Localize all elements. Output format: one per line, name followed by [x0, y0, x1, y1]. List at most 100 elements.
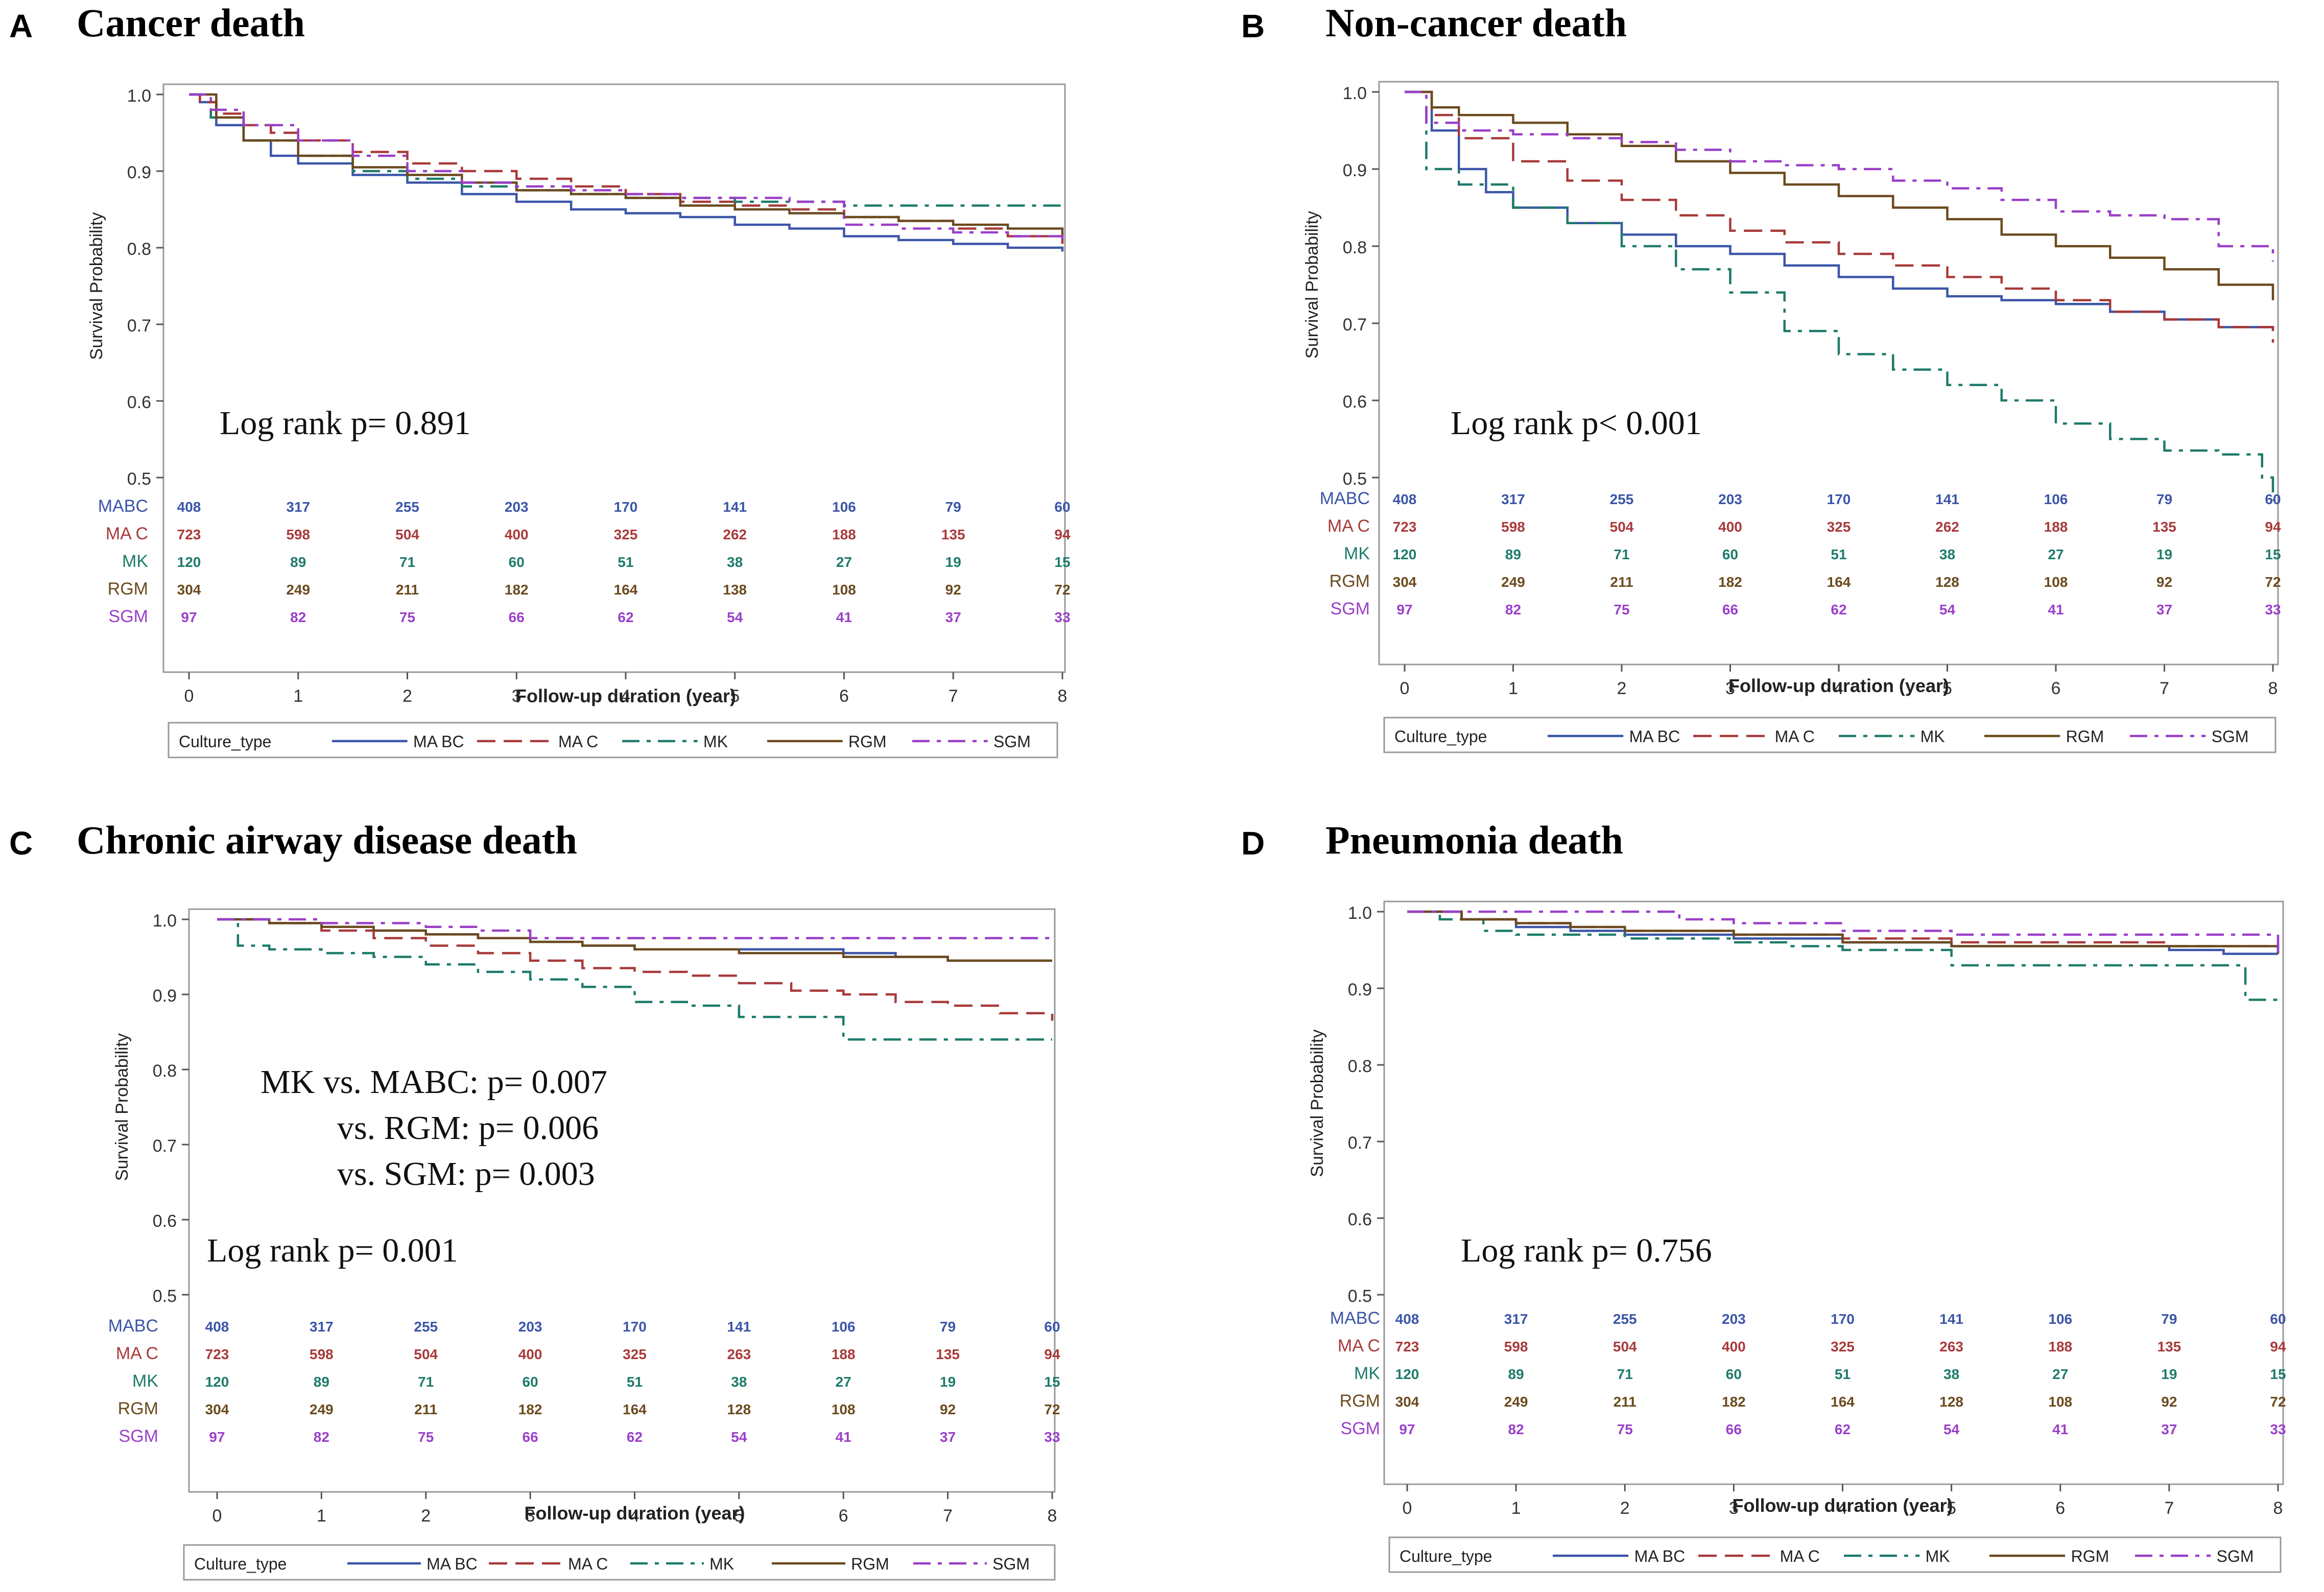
risk-count: 408 — [205, 1319, 229, 1335]
risk-count: 89 — [290, 554, 306, 570]
risk-row-label: MK — [122, 552, 148, 571]
risk-row-label: MABC — [98, 496, 148, 516]
y-tick-label: 1.0 — [1348, 904, 1372, 923]
risk-count: 135 — [2157, 1339, 2181, 1355]
risk-count: 38 — [1939, 546, 1955, 562]
y-tick-label: 0.9 — [127, 163, 151, 182]
risk-count: 141 — [1939, 1311, 1963, 1327]
risk-count: 38 — [731, 1374, 747, 1390]
risk-count: 66 — [509, 609, 525, 625]
risk-count: 400 — [1718, 519, 1742, 535]
risk-count: 54 — [1943, 1421, 1960, 1437]
legend-label: MA BC — [426, 1555, 478, 1573]
risk-count: 164 — [1831, 1394, 1855, 1410]
risk-count: 211 — [396, 582, 419, 598]
risk-count: 135 — [936, 1346, 960, 1362]
survival-curve-sgm — [1407, 910, 2280, 954]
y-tick-label: 0.6 — [1348, 1210, 1372, 1229]
y-tick-label: 0.8 — [153, 1061, 177, 1081]
risk-count: 188 — [832, 527, 856, 542]
survival-curve-mk — [1405, 90, 2274, 501]
y-tick-label: 0.7 — [153, 1136, 177, 1156]
x-tick-label: 6 — [839, 1506, 848, 1526]
risk-count: 723 — [205, 1346, 229, 1362]
risk-count: 504 — [414, 1346, 438, 1362]
risk-row-label: MABC — [1330, 1309, 1380, 1328]
x-tick-label: 4 — [630, 1506, 639, 1526]
x-tick-label: 5 — [730, 686, 740, 706]
risk-count: 182 — [1718, 574, 1742, 590]
x-tick-label: 6 — [839, 686, 849, 706]
km-plot: 0.5 0.6 0.7 0.8 0.9 1.0 Survival Probability 0 1… — [1302, 81, 2281, 753]
risk-count: 92 — [2161, 1394, 2177, 1410]
risk-count: 41 — [836, 1429, 851, 1445]
risk-count: 141 — [723, 499, 747, 515]
annotation-text: Log rank p< 0.001 — [1451, 405, 1702, 442]
legend-label: RGM — [2066, 727, 2104, 746]
risk-count: 203 — [505, 499, 529, 515]
risk-count: 249 — [1504, 1394, 1528, 1410]
x-tick-label: 8 — [2268, 679, 2278, 698]
survival-curve-mk — [217, 918, 1052, 1041]
y-tick-label: 0.6 — [153, 1211, 177, 1231]
risk-row-label: SGM — [1331, 599, 1370, 619]
km-plot: 0.5 0.6 0.7 0.8 0.9 1.0 Survival Probability 0 1… — [1308, 900, 2286, 1573]
risk-count: 182 — [518, 1401, 542, 1417]
plot-frame — [162, 83, 1066, 673]
legend-label: MA C — [558, 732, 598, 751]
panel-letter: C — [9, 825, 33, 862]
risk-row-label: SGM — [109, 607, 148, 626]
risk-row-label: MK — [132, 1371, 158, 1391]
legend-label: MA BC — [413, 732, 464, 751]
risk-count: 27 — [836, 554, 852, 570]
y-tick-label: 0.7 — [127, 316, 151, 336]
legend-box — [1383, 717, 2276, 753]
risk-count: 108 — [832, 582, 856, 598]
legend-title: Culture_type — [194, 1555, 287, 1573]
risk-count: 60 — [1722, 546, 1738, 562]
risk-count: 71 — [1614, 546, 1629, 562]
risk-count: 188 — [2048, 1339, 2072, 1355]
y-tick-label: 0.8 — [127, 240, 151, 259]
y-axis-label: Survival Probability — [1308, 1029, 1327, 1177]
x-tick-label: 1 — [293, 686, 303, 706]
risk-count: 263 — [1939, 1339, 1963, 1355]
risk-count: 255 — [1613, 1311, 1637, 1327]
risk-count: 82 — [1505, 602, 1521, 617]
risk-count: 325 — [1827, 519, 1851, 535]
risk-count: 15 — [2265, 546, 2281, 562]
x-tick-label: 0 — [184, 686, 194, 706]
risk-count: 72 — [1054, 582, 1070, 598]
risk-count: 82 — [290, 609, 306, 625]
risk-count: 400 — [505, 527, 529, 542]
legend-label: MK — [703, 732, 728, 751]
risk-row-label: SGM — [119, 1427, 158, 1446]
risk-count: 504 — [1610, 519, 1634, 535]
risk-count: 128 — [1935, 574, 1959, 590]
legend-label: MA C — [1780, 1547, 1820, 1565]
risk-count: 723 — [1393, 519, 1417, 535]
risk-count: 262 — [723, 527, 747, 542]
y-tick-label: 0.8 — [1343, 238, 1367, 257]
risk-count: 304 — [177, 582, 201, 598]
risk-count: 75 — [1617, 1421, 1633, 1437]
plot-frame — [1378, 81, 2279, 666]
risk-row-label: RGM — [118, 1399, 158, 1418]
x-tick-label: 5 — [1947, 1499, 1956, 1518]
y-tick-label: 0.7 — [1343, 315, 1367, 335]
x-tick-label: 3 — [526, 1506, 535, 1526]
risk-count: 255 — [1610, 491, 1634, 507]
risk-count: 72 — [2265, 574, 2281, 590]
risk-count: 211 — [414, 1401, 437, 1417]
risk-count: 598 — [310, 1346, 334, 1362]
x-tick-label: 7 — [943, 1506, 953, 1526]
survival-curve-rgm — [1405, 90, 2274, 300]
risk-count: 249 — [286, 582, 310, 598]
risk-count: 82 — [314, 1429, 329, 1445]
x-axis-label: Follow-up duration (year) — [1728, 675, 1949, 696]
x-tick-label: 5 — [734, 1506, 744, 1526]
risk-count: 317 — [1504, 1311, 1528, 1327]
risk-count: 37 — [2156, 602, 2172, 617]
risk-count: 211 — [1610, 574, 1633, 590]
risk-count: 304 — [1395, 1394, 1419, 1410]
